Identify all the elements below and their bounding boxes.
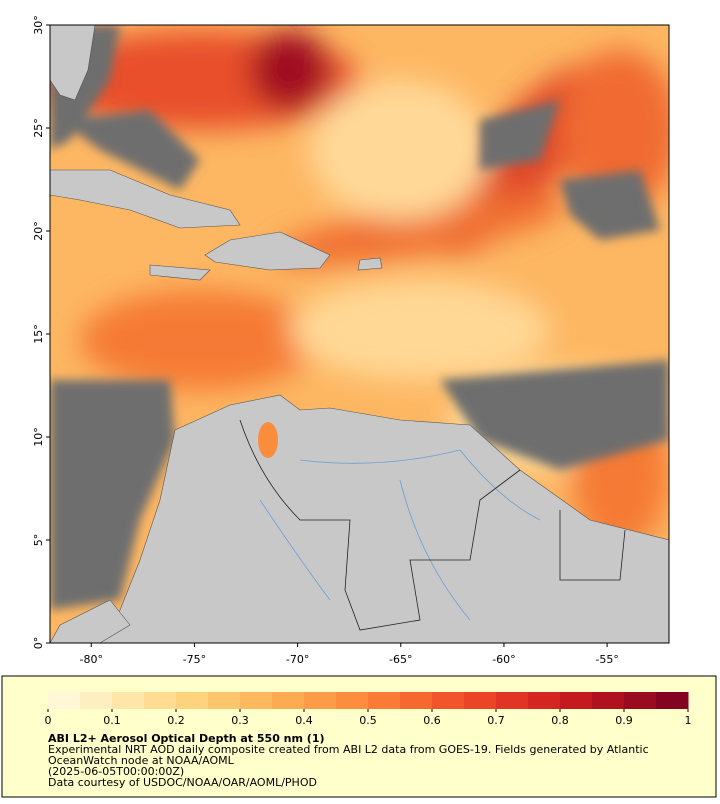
colorbar-segment bbox=[656, 692, 689, 709]
colorbar-segment bbox=[144, 692, 177, 709]
colorbar-segment bbox=[48, 692, 81, 709]
colorbar-tick-label: 0.6 bbox=[423, 714, 441, 727]
colorbar-segment bbox=[400, 692, 433, 709]
colorbar-segment bbox=[80, 692, 113, 709]
y-tick-label: 0° bbox=[32, 637, 45, 650]
colorbar-segment bbox=[272, 692, 305, 709]
x-tick-label: -55° bbox=[595, 653, 618, 666]
colorbar-segment bbox=[624, 692, 657, 709]
y-tick-label: 25° bbox=[32, 118, 45, 138]
x-tick-label: -80° bbox=[80, 653, 103, 666]
colorbar-tick-label: 0.3 bbox=[231, 714, 249, 727]
colorbar-segment bbox=[176, 692, 209, 709]
colorbar-tick-label: 0.4 bbox=[295, 714, 313, 727]
y-tick-label: 30° bbox=[32, 15, 45, 35]
colorbar-tick-label: 0.9 bbox=[615, 714, 633, 727]
y-tick-label: 10° bbox=[32, 427, 45, 447]
colorbar-segment bbox=[112, 692, 145, 709]
x-tick-label: -65° bbox=[389, 653, 412, 666]
colorbar-tick-label: 0.5 bbox=[359, 714, 377, 727]
colorbar-segment bbox=[240, 692, 273, 709]
x-tick-label: -60° bbox=[492, 653, 515, 666]
x-tick-label: -75° bbox=[183, 653, 206, 666]
colorbar-segment bbox=[208, 692, 241, 709]
caption-line: Data courtesy of USDOC/NOAA/OAR/AOML/PHO… bbox=[48, 776, 317, 789]
y-tick-label: 20° bbox=[32, 221, 45, 241]
colorbar-segment bbox=[368, 692, 401, 709]
caption-line: OceanWatch node at NOAA/AOML bbox=[48, 754, 235, 767]
colorbar-tick-label: 0.7 bbox=[487, 714, 505, 727]
y-tick-label: 5° bbox=[32, 534, 45, 547]
colorbar-tick-label: 0.1 bbox=[103, 714, 121, 727]
caption-title: ABI L2+ Aerosol Optical Depth at 550 nm … bbox=[48, 732, 325, 745]
caption-line: (2025-06-05T00:00:00Z) bbox=[48, 765, 184, 778]
colorbar-segment bbox=[304, 692, 337, 709]
colorbar-segment bbox=[528, 692, 561, 709]
colorbar-segment bbox=[464, 692, 497, 709]
y-tick-label: 15° bbox=[32, 324, 45, 344]
colorbar-segment bbox=[496, 692, 529, 709]
colorbar-tick-label: 0.8 bbox=[551, 714, 569, 727]
colorbar-segment bbox=[336, 692, 369, 709]
colorbar-tick-label: 0 bbox=[45, 714, 52, 727]
colorbar-tick-label: 0.2 bbox=[167, 714, 185, 727]
colorbar-segment bbox=[592, 692, 625, 709]
colorbar-segment bbox=[560, 692, 593, 709]
caption-line: Experimental NRT AOD daily composite cre… bbox=[48, 743, 649, 756]
colorbar-segment bbox=[432, 692, 465, 709]
x-tick-label: -70° bbox=[286, 653, 309, 666]
colorbar-tick-label: 1 bbox=[685, 714, 692, 727]
axes: -80° -75° -70° -65° -60° -55° 0° 5° 10° 15° 20° 25°… bbox=[32, 15, 619, 666]
map-area bbox=[50, 25, 669, 643]
colorbar: 0 0.1 0.2 0.3 0.4 0.5 0.6 0.7 0.8 0.9 1 bbox=[45, 692, 692, 727]
